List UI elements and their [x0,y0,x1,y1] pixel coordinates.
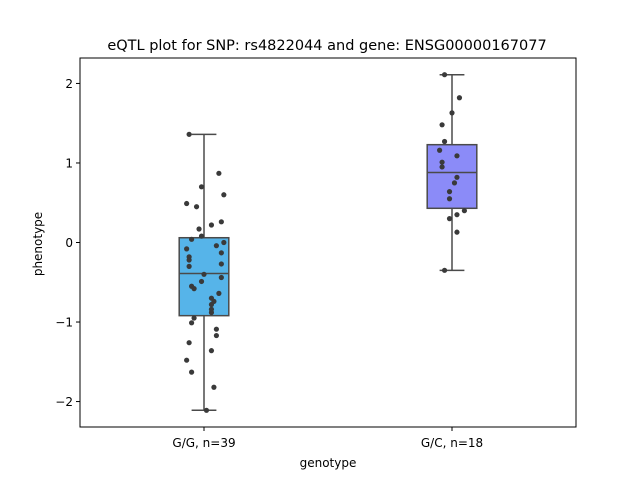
data-point [461,208,467,214]
x-axis: G/G, n=39 G/C, n=18 [172,427,483,450]
data-point [437,147,443,153]
data-point [216,290,222,296]
data-point [201,271,207,277]
data-point [439,122,445,128]
data-point [446,196,453,202]
y-tick-label: −1 [55,316,73,330]
data-point [441,72,448,78]
data-point [186,131,192,137]
data-point [221,192,227,198]
data-point [213,332,219,339]
data-point [193,204,200,210]
data-point [203,407,210,413]
data-point [218,219,224,225]
data-point [454,153,460,159]
data-point [439,159,445,165]
data-point [186,257,192,263]
y-tick-label: 0 [65,236,73,250]
data-point [221,239,227,246]
x-axis-label: genotype [300,456,357,470]
data-point [446,189,453,195]
data-point [198,278,205,285]
data-point [208,222,215,228]
data-point [213,326,219,332]
data-point [446,216,453,222]
y-axis: −2 −1 0 1 2 [55,77,80,409]
data-point [439,164,445,170]
data-point [454,174,460,180]
data-point [454,212,460,218]
x-tick-label: G/G, n=39 [172,436,235,450]
data-point [211,384,217,390]
data-point [186,340,192,346]
data-point [191,286,197,292]
box-group [178,131,230,413]
data-point [218,274,224,281]
data-point [189,236,195,242]
iqr-box [426,143,478,210]
data-point [184,200,190,207]
data-point [213,243,219,249]
y-tick-label: 1 [65,156,73,170]
data-point [208,301,215,308]
data-point [198,233,205,239]
axes-frame [79,57,577,428]
data-point [216,170,222,176]
data-point [191,315,197,321]
data-point [456,95,463,101]
data-point [184,246,190,252]
y-tick-label: −2 [55,395,73,409]
data-point [208,309,215,316]
data-point [189,320,195,326]
data-point [196,226,202,232]
data-point [186,263,192,269]
plot-area [178,72,478,413]
data-point [184,357,190,363]
data-point [441,267,448,273]
data-point [451,180,458,186]
data-point [208,348,215,354]
data-point [454,229,460,235]
data-point [449,110,455,116]
x-tick-label: G/C, n=18 [421,436,483,450]
data-point [189,369,195,375]
box-group [426,72,478,273]
data-point [441,138,448,145]
y-tick-label: 2 [65,77,73,91]
chart-title: eQTL plot for SNP: rs4822044 and gene: E… [107,38,546,54]
data-point [218,250,224,256]
data-point [198,184,205,190]
y-axis-label: phenotype [31,212,45,276]
data-point [218,261,224,267]
